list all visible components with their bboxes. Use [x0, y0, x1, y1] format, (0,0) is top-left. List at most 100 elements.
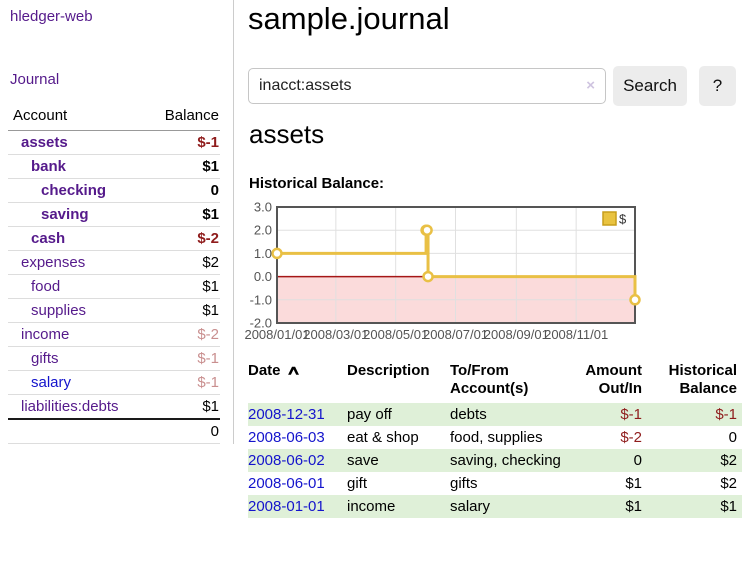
register-row: 2008-01-01 income salary $1 $1 — [248, 495, 742, 518]
register-row: 2008-06-03 eat & shop food, supplies $-2 0 — [248, 426, 742, 449]
transaction-date-link[interactable]: 2008-06-01 — [248, 475, 325, 492]
chart-title: Historical Balance: — [249, 175, 385, 192]
account-link[interactable]: liabilities:debts — [21, 398, 119, 415]
account-row: saving $1 — [8, 202, 220, 227]
search-button[interactable]: Search — [613, 66, 687, 106]
account-row: gifts $-1 — [8, 346, 220, 371]
transaction-accounts: debts — [450, 406, 487, 423]
balance-column-header: Balance — [138, 104, 220, 131]
account-balance: $1 — [138, 394, 220, 420]
y-tick-label: 2.0 — [254, 223, 272, 238]
page-title: sample.journal — [248, 1, 450, 36]
account-link[interactable]: saving — [41, 206, 89, 223]
app-brand-link[interactable]: hledger-web — [10, 8, 93, 25]
transaction-amount: 0 — [633, 452, 642, 469]
data-point-marker — [422, 270, 434, 283]
account-balance: $1 — [138, 154, 220, 179]
account-row: expenses $2 — [8, 250, 220, 275]
clear-search-icon[interactable]: × — [586, 77, 595, 94]
account-link[interactable]: salary — [31, 374, 72, 391]
account-balance: $1 — [138, 298, 220, 323]
y-tick-label: -2.0 — [250, 316, 272, 331]
x-tick-label: 2008/09/01 — [484, 327, 549, 342]
amount-column-header: Amount Out/In — [585, 362, 642, 397]
transaction-balance: 0 — [728, 429, 737, 446]
transaction-date-link[interactable]: 2008-06-02 — [248, 452, 325, 469]
account-row: cash $-2 — [8, 226, 220, 251]
transaction-amount: $1 — [625, 498, 642, 515]
transaction-date-link[interactable]: 2008-01-01 — [248, 498, 325, 515]
account-balance: $-2 — [138, 226, 220, 251]
transaction-accounts: food, supplies — [450, 429, 543, 446]
account-balance: $2 — [138, 250, 220, 275]
accounts-total-row: 0 — [8, 418, 220, 444]
transaction-description: eat & shop — [347, 429, 419, 446]
transaction-balance: $2 — [720, 452, 737, 469]
account-row: income $-2 — [8, 322, 220, 347]
account-row: supplies $1 — [8, 298, 220, 323]
register-row: 2008-06-01 gift gifts $1 $2 — [248, 472, 742, 495]
search-input-wrap: × — [248, 68, 606, 104]
register-table-body: 2008-12-31 pay off debts $-1 $-1 2008-06-03 ea… — [248, 403, 742, 518]
historical-balance-chart: 3.0 2.0 1.0 0.0 -1.0 -2.0 2008/01/01 2008/03/01… — [244, 200, 742, 350]
account-link[interactable]: assets — [21, 134, 68, 151]
y-tick-label: 1.0 — [254, 246, 272, 261]
account-link[interactable]: bank — [31, 158, 67, 175]
legend-label: $ — [619, 212, 627, 227]
account-balance: $-2 — [138, 322, 220, 347]
account-row: checking 0 — [8, 178, 220, 203]
transaction-description: gift — [347, 475, 368, 492]
sidebar-divider — [233, 0, 234, 444]
account-row: bank $1 — [8, 154, 220, 179]
balance-column-header: Historical Balance — [668, 362, 737, 397]
account-link[interactable]: cash — [31, 230, 66, 247]
transaction-date-link[interactable]: 2008-12-31 — [248, 406, 325, 423]
account-balance: $-1 — [138, 346, 220, 371]
transaction-balance: $1 — [720, 498, 737, 515]
x-tick-label: 2008/07/01 — [423, 327, 488, 342]
account-column-header: Account — [8, 104, 138, 131]
search-input[interactable] — [248, 68, 606, 104]
account-heading: assets — [249, 119, 325, 149]
main-content: sample.journal × Search ? assets Histori… — [244, 0, 742, 582]
account-balance: $-1 — [138, 370, 220, 395]
register-table: Date ∧ Description To/From Account(s) Amo… — [248, 360, 742, 518]
account-link[interactable]: supplies — [31, 302, 87, 319]
transaction-accounts: salary — [450, 498, 491, 515]
plot-border — [276, 206, 636, 324]
account-row: salary $-1 — [8, 370, 220, 395]
account-link[interactable]: income — [21, 326, 70, 343]
x-tick-label: 2008/05/01 — [363, 327, 428, 342]
help-button[interactable]: ? — [699, 66, 736, 106]
account-row: assets $-1 — [8, 130, 220, 155]
search-form: × Search ? — [248, 66, 742, 106]
legend-swatch-icon — [602, 211, 617, 226]
accounts-total-balance: 0 — [138, 418, 220, 444]
data-point-marker — [421, 224, 433, 236]
account-balance: $1 — [138, 274, 220, 299]
accounts-total-spacer — [8, 418, 138, 444]
transaction-amount: $1 — [625, 475, 642, 492]
date-column-header[interactable]: Date ∧ — [248, 362, 301, 379]
journal-link[interactable]: Journal — [10, 71, 60, 88]
account-balance: $-1 — [138, 130, 220, 155]
account-link[interactable]: expenses — [21, 254, 86, 271]
sidebar: hledger-web Journal Account Balance asse… — [0, 0, 233, 582]
account-link[interactable]: food — [31, 278, 61, 295]
transaction-amount: $-1 — [620, 406, 642, 423]
x-tick-label: 2008/01/01 — [244, 327, 309, 342]
y-tick-label: 0.0 — [254, 269, 272, 284]
y-tick-label: -1.0 — [250, 292, 272, 307]
accounts-table: Account Balance assets $-1 bank $1 checking 0… — [8, 104, 220, 444]
accounts-header-row: Account Balance — [8, 104, 220, 131]
account-balance: $1 — [138, 202, 220, 227]
account-link[interactable]: gifts — [31, 350, 59, 367]
accounts-table-body: assets $-1 bank $1 checking 0 saving $1 cash $-2 e… — [8, 130, 220, 420]
transaction-date-link[interactable]: 2008-06-03 — [248, 429, 325, 446]
x-tick-label: 2008/11/01 — [544, 327, 608, 342]
account-link[interactable]: checking — [41, 182, 107, 199]
transaction-amount: $-2 — [620, 429, 642, 446]
data-point-marker — [629, 294, 641, 306]
data-point-marker — [271, 247, 283, 260]
accounts-column-header: To/From Account(s) — [450, 362, 529, 397]
